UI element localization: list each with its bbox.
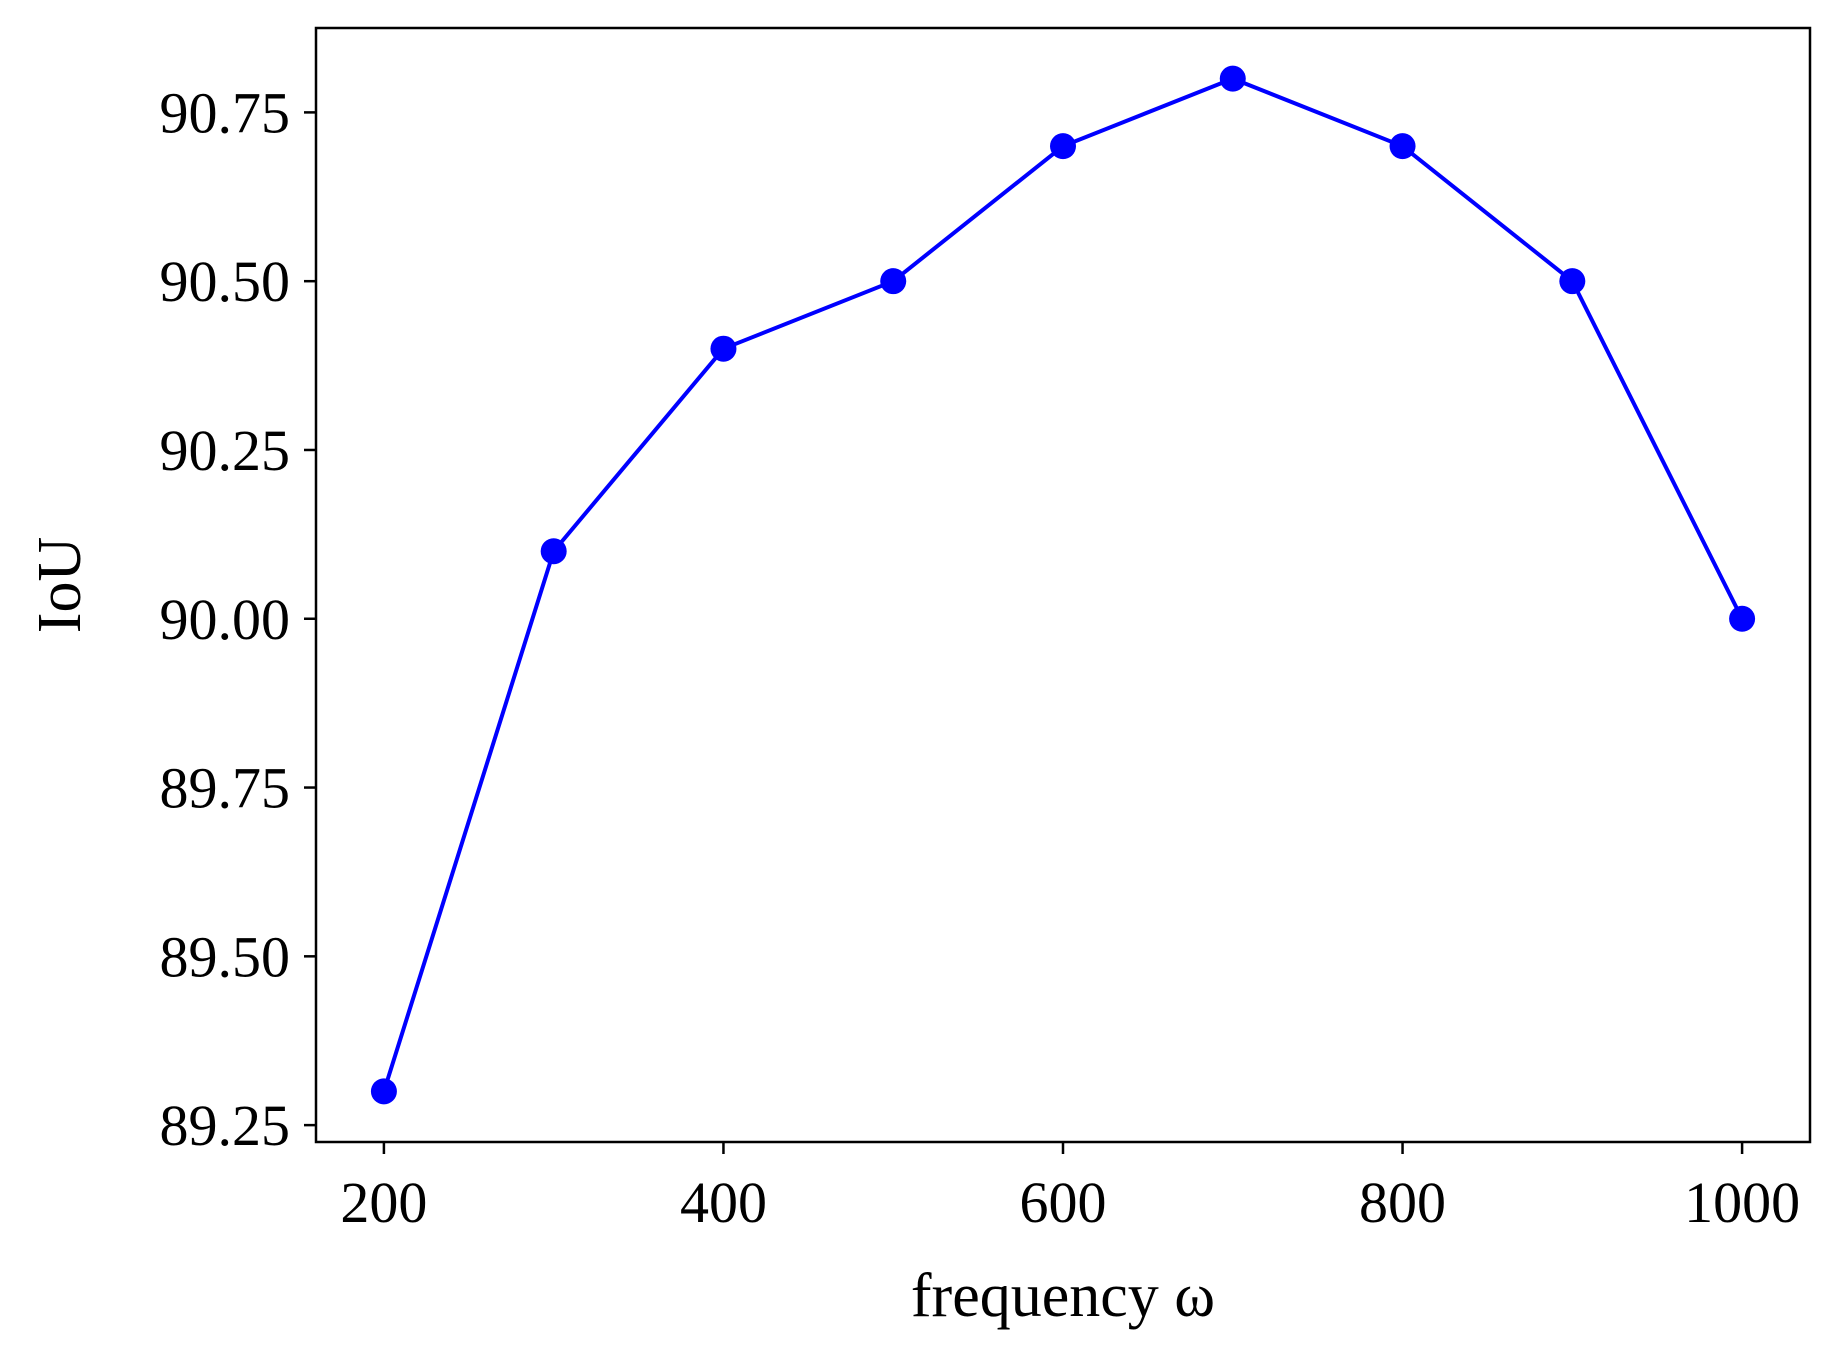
data-point [1219,65,1246,92]
data-point [1729,605,1756,632]
data-point [1050,133,1076,160]
data-point [1389,133,1416,160]
y-tick-label: 89.25 [160,1093,291,1158]
x-tick-label: 200 [340,1170,427,1235]
data-point [880,268,907,295]
data-point [370,1078,397,1105]
x-tick-label: 600 [1020,1170,1107,1235]
y-tick-label: 89.50 [160,924,291,989]
x-tick-label: 400 [680,1170,767,1235]
y-tick-label: 90.75 [160,80,291,145]
y-tick-label: 89.75 [160,756,291,821]
y-tick-label: 90.25 [160,418,291,483]
y-axis-ticks: 89.25 89.50 89.75 90.00 90.25 90.50 90.75 [160,80,316,1158]
series-line [382,76,1744,1092]
y-tick-label: 90.00 [160,587,291,652]
data-point [1559,268,1586,295]
y-tick-label: 90.50 [160,249,291,314]
x-tick-label: 1000 [1684,1170,1800,1235]
y-axis-label: IoU [26,537,94,633]
plot-area [314,26,1812,1144]
x-axis-label: frequency ω [911,1262,1215,1330]
x-axis-ticks: 200 400 600 800 1000 [340,1142,1800,1235]
x-tick-label: 800 [1359,1170,1446,1235]
data-point [540,538,567,565]
series-layer [370,65,1756,1105]
data-point [710,335,737,362]
